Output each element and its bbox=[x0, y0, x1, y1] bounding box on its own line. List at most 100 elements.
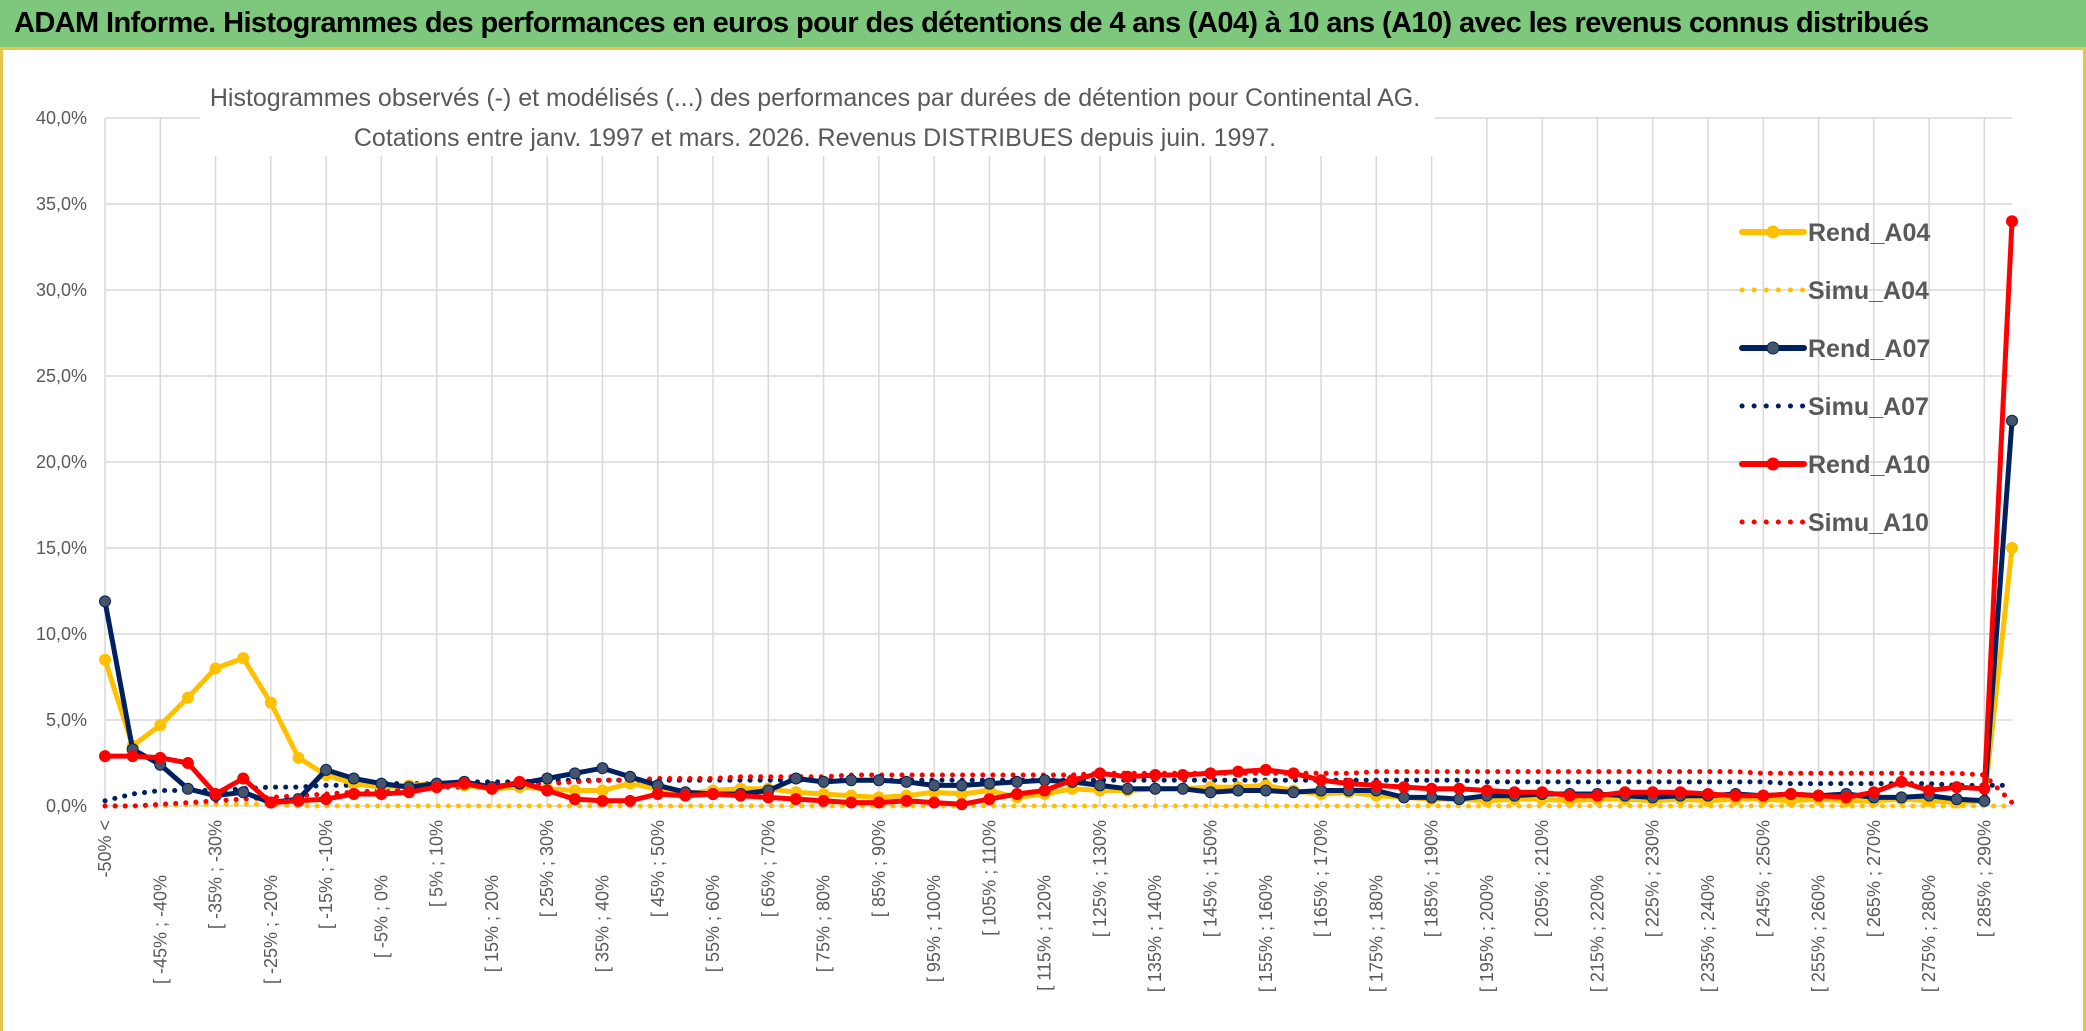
data-point-rend-a10 bbox=[320, 793, 333, 806]
data-point-rend-a10 bbox=[458, 777, 471, 790]
data-point-rend-a10 bbox=[1646, 786, 1659, 799]
data-point-rend-a04 bbox=[181, 691, 194, 704]
data-point-rend-a07 bbox=[99, 595, 111, 608]
data-point-rend-a10 bbox=[2006, 215, 2018, 228]
x-tick-label: [ 195% ; 200% bbox=[1477, 875, 1497, 992]
data-point-rend-a10 bbox=[1867, 786, 1880, 799]
x-tick-label: [ 145% ; 150% bbox=[1201, 820, 1221, 937]
data-point-rend-a10 bbox=[1287, 767, 1300, 780]
data-point-rend-a10 bbox=[1619, 786, 1632, 799]
data-point-rend-a07 bbox=[1315, 784, 1328, 797]
data-point-rend-a07 bbox=[347, 772, 360, 785]
x-tick-label: [ 25% ; 30% bbox=[537, 820, 557, 917]
data-point-rend-a10 bbox=[209, 787, 222, 800]
x-tick-label: [ 155% ; 160% bbox=[1256, 875, 1276, 992]
report-banner: ADAM Informe. Histogrammes des performan… bbox=[0, 0, 2086, 50]
x-tick-label: [ -35% ; -30% bbox=[206, 820, 226, 929]
x-tick-label: [ 5% ; 10% bbox=[427, 820, 447, 907]
legend-label: Simu_A07 bbox=[1808, 393, 1929, 421]
data-point-rend-a10 bbox=[1259, 763, 1272, 776]
data-point-rend-a10 bbox=[541, 784, 554, 797]
data-point-rend-a10 bbox=[679, 789, 692, 802]
data-point-rend-a10 bbox=[1038, 784, 1051, 797]
data-point-rend-a10 bbox=[99, 750, 111, 763]
x-tick-label: [ 15% ; 20% bbox=[482, 875, 502, 972]
x-tick-label: [ 35% ; 40% bbox=[592, 875, 612, 972]
legend-label: Rend_A07 bbox=[1808, 335, 1930, 363]
data-point-rend-a10 bbox=[292, 794, 305, 807]
data-point-rend-a10 bbox=[651, 787, 664, 800]
series-line-rend-a04 bbox=[102, 545, 2015, 806]
y-tick-label: 15,0% bbox=[36, 538, 87, 558]
data-point-rend-a10 bbox=[1093, 767, 1106, 780]
x-tick-label: [ 255% ; 260% bbox=[1809, 875, 1829, 992]
data-point-rend-a10 bbox=[513, 775, 526, 788]
x-tick-label: [ 265% ; 270% bbox=[1864, 820, 1884, 937]
data-point-rend-a10 bbox=[430, 781, 443, 794]
data-point-rend-a10 bbox=[1923, 784, 1936, 797]
data-point-rend-a07 bbox=[983, 777, 996, 790]
data-point-rend-a07 bbox=[1176, 782, 1189, 795]
data-point-rend-a07 bbox=[1895, 791, 1908, 804]
data-point-rend-a10 bbox=[1840, 791, 1853, 804]
data-point-rend-a04 bbox=[2006, 542, 2018, 554]
data-point-rend-a07 bbox=[817, 775, 830, 788]
x-tick-label: [ 135% ; 140% bbox=[1145, 875, 1165, 992]
legend-label: Rend_A10 bbox=[1808, 451, 1930, 479]
data-point-rend-a07 bbox=[1149, 782, 1162, 795]
data-point-rend-a07 bbox=[320, 763, 333, 776]
data-point-rend-a10 bbox=[347, 787, 360, 800]
data-point-rend-a10 bbox=[485, 782, 498, 795]
x-tick-label: [ 285% ; 290% bbox=[1974, 820, 1994, 937]
data-point-rend-a04 bbox=[154, 719, 167, 732]
data-point-rend-a10 bbox=[928, 796, 941, 809]
data-point-rend-a10 bbox=[375, 787, 388, 800]
y-tick-label: 10,0% bbox=[36, 624, 87, 644]
chart-title-panel bbox=[200, 74, 1435, 156]
data-point-rend-a10 bbox=[1370, 779, 1383, 792]
data-point-rend-a07 bbox=[1232, 784, 1245, 797]
data-point-rend-a10 bbox=[789, 793, 802, 806]
data-point-rend-a07 bbox=[872, 774, 885, 787]
data-point-rend-a07 bbox=[624, 770, 637, 783]
data-point-rend-a07 bbox=[375, 777, 388, 790]
y-tick-label: 20,0% bbox=[36, 452, 87, 472]
data-point-rend-a10 bbox=[1121, 770, 1134, 783]
legend-marker bbox=[1766, 225, 1780, 239]
x-tick-label: [ 65% ; 70% bbox=[758, 820, 778, 917]
data-point-rend-a10 bbox=[1757, 789, 1770, 802]
y-tick-label: 0,0% bbox=[46, 796, 87, 816]
data-point-rend-a10 bbox=[1397, 781, 1410, 794]
x-tick-label: [ -15% ; -10% bbox=[316, 820, 336, 929]
data-point-rend-a10 bbox=[126, 750, 139, 763]
data-point-rend-a07 bbox=[1950, 793, 1963, 806]
x-tick-label: [ 115% ; 120% bbox=[1035, 875, 1055, 991]
data-point-rend-a10 bbox=[154, 751, 167, 764]
data-point-rend-a10 bbox=[1674, 786, 1687, 799]
data-point-rend-a10 bbox=[1701, 787, 1714, 800]
x-tick-label: [ 175% ; 180% bbox=[1366, 875, 1386, 992]
data-point-rend-a07 bbox=[1011, 775, 1024, 788]
data-point-rend-a10 bbox=[1480, 784, 1493, 797]
data-point-rend-a10 bbox=[983, 793, 996, 806]
data-point-rend-a10 bbox=[1342, 777, 1355, 790]
data-point-rend-a10 bbox=[707, 787, 720, 800]
series-line-rend-a07 bbox=[102, 418, 2015, 806]
data-point-rend-a10 bbox=[264, 796, 277, 809]
data-point-rend-a07 bbox=[1397, 791, 1410, 804]
data-point-rend-a10 bbox=[237, 772, 250, 785]
x-tick-label: [ 75% ; 80% bbox=[814, 875, 834, 972]
x-tick-label: [ 215% ; 220% bbox=[1587, 875, 1607, 992]
data-point-rend-a10 bbox=[734, 789, 747, 802]
x-tick-label: [ -45% ; -40% bbox=[150, 875, 170, 984]
data-point-rend-a10 bbox=[1453, 782, 1466, 795]
series-line-rend-a10 bbox=[102, 218, 2015, 807]
data-point-rend-a10 bbox=[817, 794, 830, 807]
data-point-rend-a07 bbox=[1259, 784, 1272, 797]
data-point-rend-a07 bbox=[2006, 414, 2018, 427]
data-point-rend-a10 bbox=[568, 793, 581, 806]
y-tick-label: 30,0% bbox=[36, 280, 87, 300]
data-point-rend-a10 bbox=[1066, 774, 1079, 787]
data-point-rend-a07 bbox=[596, 762, 609, 775]
